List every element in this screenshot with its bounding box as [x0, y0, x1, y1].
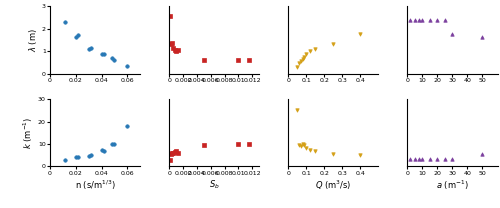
- Y-axis label: $\lambda$ (m): $\lambda$ (m): [27, 28, 39, 52]
- X-axis label: $S_b$: $S_b$: [209, 178, 220, 191]
- Y-axis label: $k$ (m$^{-1}$): $k$ (m$^{-1}$): [22, 116, 35, 149]
- X-axis label: $Q$ (m$^3$/s): $Q$ (m$^3$/s): [315, 178, 352, 192]
- X-axis label: n (s/m$^{1/3}$): n (s/m$^{1/3}$): [74, 178, 116, 192]
- X-axis label: $a$ (m$^{-1}$): $a$ (m$^{-1}$): [436, 178, 469, 192]
